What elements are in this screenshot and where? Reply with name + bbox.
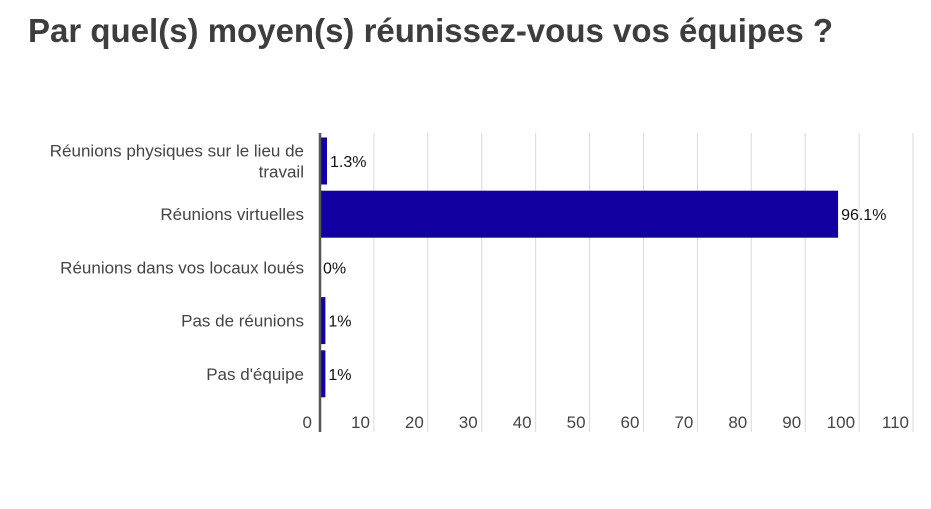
x-tick-label: 60 (621, 413, 640, 432)
category-label: Pas d'équipe (206, 365, 304, 384)
x-tick-label: 80 (728, 413, 747, 432)
x-tick-label: 100 (827, 413, 855, 432)
category-label: Pas de réunions (181, 312, 304, 331)
bars (320, 137, 839, 398)
x-tick-label: 0 (303, 413, 312, 432)
x-tick-label: 20 (405, 413, 424, 432)
category-label: Réunions dans vos locaux loués (60, 258, 304, 277)
data-labels: 1.3% 96.1% 0% 1% 1% (323, 154, 886, 384)
x-tick-label: 110 (882, 413, 909, 432)
data-label: 96.1% (841, 207, 886, 224)
x-tick-label: 90 (782, 413, 801, 432)
bar (320, 297, 326, 345)
data-label: 0% (323, 260, 346, 277)
data-label: 1% (328, 314, 351, 331)
bar (320, 350, 326, 398)
category-label: Réunions physiques sur le lieu de (50, 142, 304, 161)
data-label: 1.3% (330, 154, 366, 171)
category-label: travail (259, 163, 304, 182)
x-tick-label: 40 (513, 413, 532, 432)
x-tick-label: 10 (351, 413, 370, 432)
category-labels: Réunions physiques sur le lieu de travail… (50, 142, 304, 384)
x-tick-label: 50 (567, 413, 586, 432)
chart-title: Par quel(s) moyen(s) réunissez-vous vos … (28, 12, 834, 49)
data-label: 1% (328, 367, 351, 384)
x-tick-label: 30 (459, 413, 478, 432)
bar (320, 190, 839, 238)
x-tick-labels: 0 10 20 30 40 50 60 70 80 90 100 110 (303, 413, 909, 432)
x-tick-label: 70 (674, 413, 693, 432)
category-label: Réunions virtuelles (160, 205, 304, 224)
gridlines (373, 133, 914, 432)
bar (320, 137, 328, 185)
